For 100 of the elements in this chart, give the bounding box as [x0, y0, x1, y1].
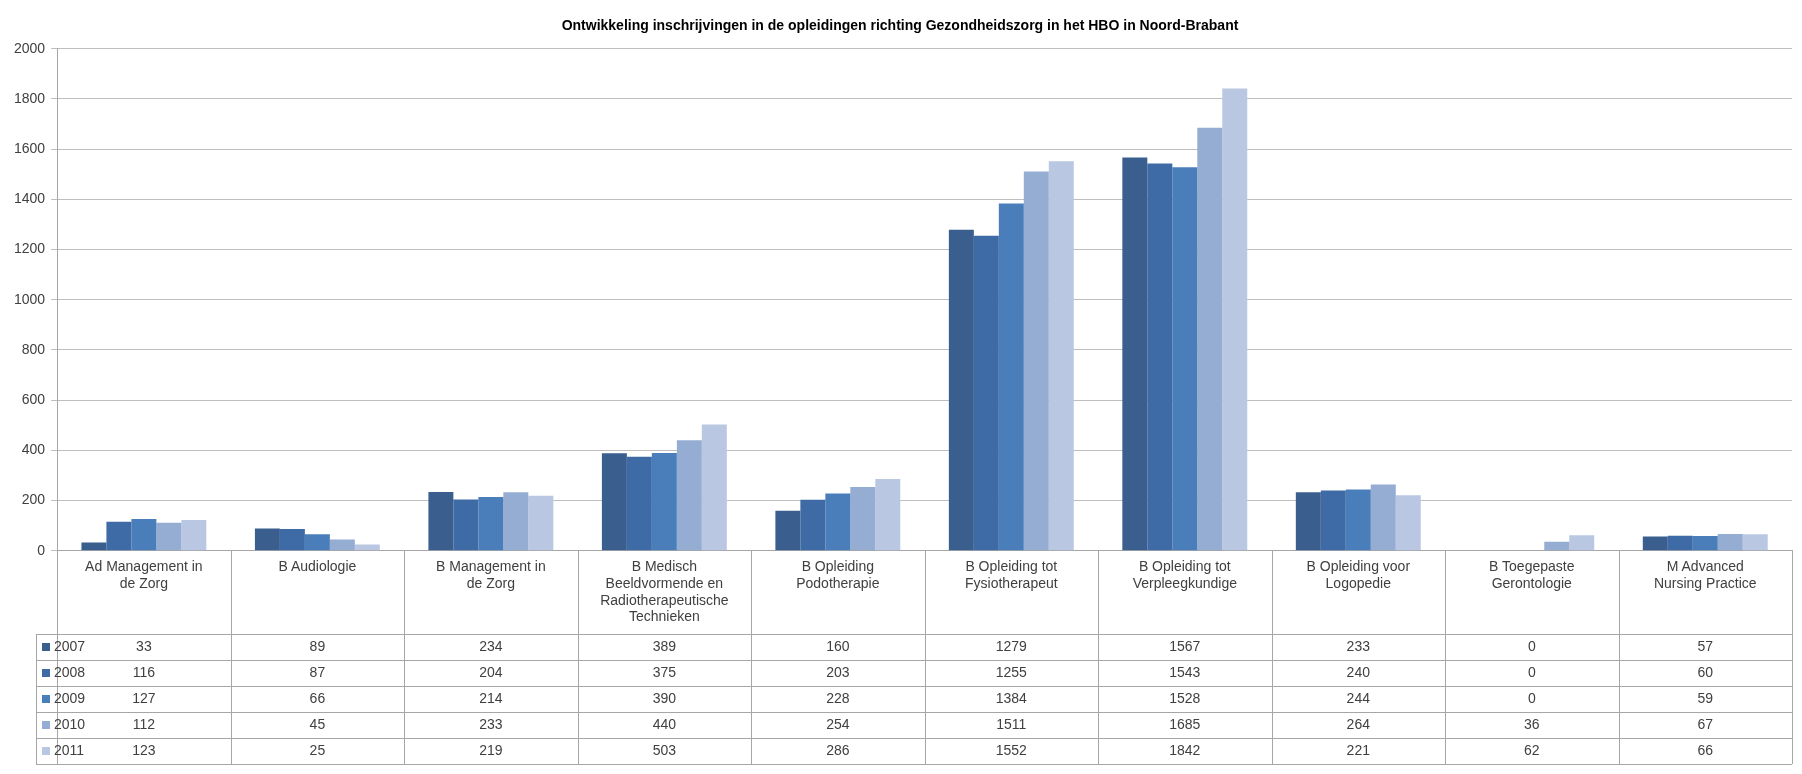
- bar: [676, 440, 702, 551]
- data-label: 503: [652, 741, 677, 758]
- bar: [1370, 484, 1396, 551]
- data-label: 240: [1346, 663, 1371, 680]
- x-tick-label: B Management in de Zorg: [435, 558, 546, 591]
- bar: [181, 519, 207, 551]
- data-label: 33: [136, 637, 152, 654]
- bar: [875, 479, 901, 551]
- data-label: 234: [479, 637, 503, 654]
- data-label: 375: [652, 663, 677, 680]
- bar: [1569, 535, 1595, 551]
- bar: [601, 453, 627, 551]
- bar: [254, 528, 280, 551]
- bar: [1642, 536, 1668, 551]
- bar: [651, 452, 677, 551]
- data-label: 123: [132, 741, 156, 758]
- data-label: 204: [479, 663, 503, 680]
- bar: [279, 528, 305, 551]
- legend-label: 2011: [54, 741, 85, 758]
- bar: [998, 203, 1024, 551]
- data-label: 233: [1346, 637, 1371, 654]
- data-label: 219: [479, 741, 503, 758]
- y-tick-label: 400: [21, 441, 46, 458]
- data-label: 45: [309, 715, 326, 732]
- bar: [1222, 88, 1248, 551]
- y-tick-label: 600: [21, 391, 46, 408]
- data-label: 60: [1697, 663, 1714, 680]
- x-tick-label: B Medisch Beeldvormende en Radiotherapeutische Technieken: [600, 558, 729, 625]
- data-label: 221: [1346, 741, 1371, 758]
- bar: [973, 235, 999, 551]
- bar: [1197, 127, 1223, 551]
- x-tick-label: B Opleiding tot Verpleegkundige: [1132, 558, 1238, 591]
- x-tick-label: M Advanced Nursing Practice: [1653, 558, 1757, 591]
- data-label: 87: [309, 663, 326, 680]
- data-label: 1842: [1169, 741, 1201, 758]
- data-label: 1528: [1169, 689, 1201, 706]
- x-tick-label: B Opleiding tot Fysiotherapeut: [965, 558, 1058, 591]
- data-label: 203: [826, 663, 850, 680]
- legend-label: 2007: [54, 637, 86, 654]
- data-label: 440: [652, 715, 677, 732]
- bar: [1692, 535, 1718, 551]
- bar: [825, 493, 851, 551]
- data-label: 67: [1697, 715, 1714, 732]
- bar: [329, 539, 355, 551]
- y-tick-label: 800: [21, 340, 46, 357]
- data-label: 390: [652, 689, 677, 706]
- data-label: 1552: [995, 741, 1028, 758]
- data-label: 127: [132, 689, 156, 706]
- bar: [156, 522, 182, 551]
- data-label: 0: [1527, 663, 1536, 680]
- bar: [1742, 534, 1768, 551]
- data-label: 0: [1527, 689, 1536, 706]
- bar: [428, 492, 454, 551]
- data-label: 1279: [995, 637, 1028, 654]
- data-label: 1255: [995, 663, 1028, 680]
- data-label: 1543: [1169, 663, 1201, 680]
- legend-label: 2010: [54, 715, 86, 732]
- y-tick-label: 0: [37, 541, 46, 558]
- data-label: 1685: [1169, 715, 1201, 732]
- bar: [948, 229, 974, 551]
- bar: [453, 499, 479, 551]
- x-tick-label: B Audiologie: [278, 558, 357, 575]
- x-tick-label: B Toegepaste Gerontologie: [1489, 558, 1575, 591]
- data-label: 254: [826, 715, 850, 732]
- bar: [1147, 163, 1173, 551]
- bar: [503, 492, 529, 551]
- data-label: 160: [826, 637, 850, 654]
- bar: [304, 534, 330, 551]
- bar: [1345, 489, 1371, 551]
- bar: [81, 542, 107, 551]
- y-tick-label: 1200: [13, 240, 46, 257]
- bar: [528, 495, 554, 551]
- bar: [106, 521, 132, 551]
- data-label: 286: [826, 741, 850, 758]
- data-label: 233: [479, 715, 503, 732]
- bar: [800, 499, 826, 551]
- data-label: 0: [1527, 637, 1536, 654]
- x-tick-label: Ad Management in de Zorg: [85, 558, 203, 591]
- bar: [1122, 157, 1148, 551]
- chart-title: Ontwikkeling inschrijvingen in de opleidingen richting Gezondheidszorg in het HBO in Noord-Brabant: [561, 17, 1239, 34]
- bar: [850, 487, 876, 551]
- y-tick-label: 1000: [13, 290, 46, 307]
- legend-label: 2009: [54, 689, 86, 706]
- bar: [775, 510, 801, 551]
- data-label: 214: [479, 689, 503, 706]
- data-label: 112: [132, 715, 156, 732]
- data-label: 89: [309, 637, 326, 654]
- data-label: 389: [652, 637, 677, 654]
- data-label: 1567: [1169, 637, 1201, 654]
- bar: [1023, 171, 1049, 551]
- legend-label: 2008: [54, 663, 86, 680]
- bar: [1048, 161, 1074, 551]
- y-tick-label: 200: [21, 491, 46, 508]
- data-label: 264: [1346, 715, 1371, 732]
- data-label: 57: [1697, 637, 1714, 654]
- bar: [1395, 495, 1421, 551]
- data-label: 66: [1697, 741, 1714, 758]
- bar: [1172, 167, 1198, 551]
- y-tick-label: 1400: [13, 190, 46, 207]
- data-label: 228: [826, 689, 850, 706]
